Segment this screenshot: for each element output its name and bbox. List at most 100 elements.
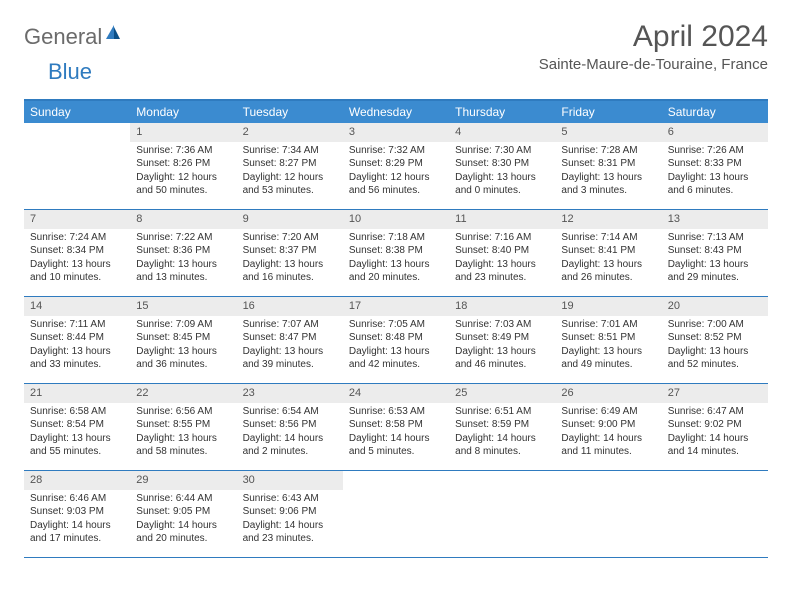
day-number: 10	[343, 210, 449, 229]
day-number: 14	[24, 297, 130, 316]
calendar-cell: 4Sunrise: 7:30 AMSunset: 8:30 PMDaylight…	[449, 123, 555, 209]
calendar: Sunday Monday Tuesday Wednesday Thursday…	[24, 99, 768, 558]
daylight-line: Daylight: 13 hours and 3 minutes.	[561, 171, 655, 198]
page-subtitle: Sainte-Maure-de-Touraine, France	[539, 56, 768, 73]
sunrise-line: Sunrise: 7:07 AM	[243, 318, 337, 332]
logo-text-general: General	[24, 24, 102, 50]
dayname-wednesday: Wednesday	[343, 101, 449, 123]
calendar-cell: 24Sunrise: 6:53 AMSunset: 8:58 PMDayligh…	[343, 384, 449, 470]
day-info: Sunrise: 7:34 AMSunset: 8:27 PMDaylight:…	[237, 142, 343, 204]
sunrise-line: Sunrise: 7:24 AM	[30, 231, 124, 245]
day-number: 28	[24, 471, 130, 490]
day-number: 16	[237, 297, 343, 316]
sunrise-line: Sunrise: 7:09 AM	[136, 318, 230, 332]
sunrise-line: Sunrise: 7:20 AM	[243, 231, 337, 245]
day-info: Sunrise: 6:56 AMSunset: 8:55 PMDaylight:…	[130, 403, 236, 465]
day-number: 2	[237, 123, 343, 142]
daylight-line: Daylight: 13 hours and 39 minutes.	[243, 345, 337, 372]
sunrise-line: Sunrise: 7:16 AM	[455, 231, 549, 245]
sunset-line: Sunset: 8:30 PM	[455, 157, 549, 171]
sunset-line: Sunset: 8:37 PM	[243, 244, 337, 258]
calendar-cell: 6Sunrise: 7:26 AMSunset: 8:33 PMDaylight…	[662, 123, 768, 209]
day-number: 11	[449, 210, 555, 229]
day-number: 30	[237, 471, 343, 490]
sunrise-line: Sunrise: 7:28 AM	[561, 144, 655, 158]
calendar-row: 28Sunrise: 6:46 AMSunset: 9:03 PMDayligh…	[24, 471, 768, 558]
dayname-friday: Friday	[555, 101, 661, 123]
sunset-line: Sunset: 8:29 PM	[349, 157, 443, 171]
day-info: Sunrise: 6:54 AMSunset: 8:56 PMDaylight:…	[237, 403, 343, 465]
calendar-cell: 18Sunrise: 7:03 AMSunset: 8:49 PMDayligh…	[449, 297, 555, 383]
daylight-line: Daylight: 14 hours and 2 minutes.	[243, 432, 337, 459]
dayname-thursday: Thursday	[449, 101, 555, 123]
day-info: Sunrise: 7:28 AMSunset: 8:31 PMDaylight:…	[555, 142, 661, 204]
calendar-cell: 3Sunrise: 7:32 AMSunset: 8:29 PMDaylight…	[343, 123, 449, 209]
day-info: Sunrise: 6:44 AMSunset: 9:05 PMDaylight:…	[130, 490, 236, 552]
daylight-line: Daylight: 13 hours and 33 minutes.	[30, 345, 124, 372]
daylight-line: Daylight: 13 hours and 36 minutes.	[136, 345, 230, 372]
day-number: 6	[662, 123, 768, 142]
day-number: 22	[130, 384, 236, 403]
day-info: Sunrise: 6:43 AMSunset: 9:06 PMDaylight:…	[237, 490, 343, 552]
calendar-cell	[555, 471, 661, 557]
day-number: 27	[662, 384, 768, 403]
sunrise-line: Sunrise: 6:54 AM	[243, 405, 337, 419]
sunset-line: Sunset: 8:49 PM	[455, 331, 549, 345]
day-info: Sunrise: 7:18 AMSunset: 8:38 PMDaylight:…	[343, 229, 449, 291]
calendar-cell: 19Sunrise: 7:01 AMSunset: 8:51 PMDayligh…	[555, 297, 661, 383]
day-info: Sunrise: 7:22 AMSunset: 8:36 PMDaylight:…	[130, 229, 236, 291]
day-info: Sunrise: 7:11 AMSunset: 8:44 PMDaylight:…	[24, 316, 130, 378]
day-info: Sunrise: 6:58 AMSunset: 8:54 PMDaylight:…	[24, 403, 130, 465]
sunrise-line: Sunrise: 6:56 AM	[136, 405, 230, 419]
daylight-line: Daylight: 13 hours and 46 minutes.	[455, 345, 549, 372]
daylight-line: Daylight: 13 hours and 26 minutes.	[561, 258, 655, 285]
day-number: 23	[237, 384, 343, 403]
calendar-cell: 13Sunrise: 7:13 AMSunset: 8:43 PMDayligh…	[662, 210, 768, 296]
calendar-row: 14Sunrise: 7:11 AMSunset: 8:44 PMDayligh…	[24, 297, 768, 384]
day-number: 7	[24, 210, 130, 229]
day-info: Sunrise: 7:00 AMSunset: 8:52 PMDaylight:…	[662, 316, 768, 378]
day-info: Sunrise: 6:46 AMSunset: 9:03 PMDaylight:…	[24, 490, 130, 552]
sunrise-line: Sunrise: 6:53 AM	[349, 405, 443, 419]
calendar-row: 21Sunrise: 6:58 AMSunset: 8:54 PMDayligh…	[24, 384, 768, 471]
sunrise-line: Sunrise: 7:11 AM	[30, 318, 124, 332]
day-info: Sunrise: 6:51 AMSunset: 8:59 PMDaylight:…	[449, 403, 555, 465]
sunset-line: Sunset: 8:47 PM	[243, 331, 337, 345]
sunrise-line: Sunrise: 7:03 AM	[455, 318, 549, 332]
sunrise-line: Sunrise: 7:36 AM	[136, 144, 230, 158]
sunrise-line: Sunrise: 7:18 AM	[349, 231, 443, 245]
dayname-tuesday: Tuesday	[237, 101, 343, 123]
sunrise-line: Sunrise: 7:14 AM	[561, 231, 655, 245]
day-number: 13	[662, 210, 768, 229]
sunrise-line: Sunrise: 7:26 AM	[668, 144, 762, 158]
sunrise-line: Sunrise: 7:30 AM	[455, 144, 549, 158]
calendar-body: 1Sunrise: 7:36 AMSunset: 8:26 PMDaylight…	[24, 123, 768, 558]
day-number: 9	[237, 210, 343, 229]
sunrise-line: Sunrise: 7:01 AM	[561, 318, 655, 332]
sunset-line: Sunset: 8:54 PM	[30, 418, 124, 432]
sunrise-line: Sunrise: 6:51 AM	[455, 405, 549, 419]
calendar-cell: 9Sunrise: 7:20 AMSunset: 8:37 PMDaylight…	[237, 210, 343, 296]
calendar-cell: 22Sunrise: 6:56 AMSunset: 8:55 PMDayligh…	[130, 384, 236, 470]
calendar-cell	[24, 123, 130, 209]
day-info: Sunrise: 7:09 AMSunset: 8:45 PMDaylight:…	[130, 316, 236, 378]
sunset-line: Sunset: 8:55 PM	[136, 418, 230, 432]
sunrise-line: Sunrise: 7:22 AM	[136, 231, 230, 245]
day-info: Sunrise: 7:03 AMSunset: 8:49 PMDaylight:…	[449, 316, 555, 378]
day-number: 26	[555, 384, 661, 403]
calendar-cell: 2Sunrise: 7:34 AMSunset: 8:27 PMDaylight…	[237, 123, 343, 209]
day-info: Sunrise: 7:13 AMSunset: 8:43 PMDaylight:…	[662, 229, 768, 291]
calendar-header-row: Sunday Monday Tuesday Wednesday Thursday…	[24, 101, 768, 123]
sunset-line: Sunset: 8:34 PM	[30, 244, 124, 258]
daylight-line: Daylight: 13 hours and 49 minutes.	[561, 345, 655, 372]
sunrise-line: Sunrise: 7:05 AM	[349, 318, 443, 332]
day-info: Sunrise: 7:24 AMSunset: 8:34 PMDaylight:…	[24, 229, 130, 291]
calendar-cell: 23Sunrise: 6:54 AMSunset: 8:56 PMDayligh…	[237, 384, 343, 470]
calendar-cell: 8Sunrise: 7:22 AMSunset: 8:36 PMDaylight…	[130, 210, 236, 296]
calendar-cell: 15Sunrise: 7:09 AMSunset: 8:45 PMDayligh…	[130, 297, 236, 383]
calendar-row: 7Sunrise: 7:24 AMSunset: 8:34 PMDaylight…	[24, 210, 768, 297]
day-info: Sunrise: 7:30 AMSunset: 8:30 PMDaylight:…	[449, 142, 555, 204]
sunset-line: Sunset: 8:58 PM	[349, 418, 443, 432]
daylight-line: Daylight: 12 hours and 50 minutes.	[136, 171, 230, 198]
logo-sail-icon	[104, 23, 122, 41]
